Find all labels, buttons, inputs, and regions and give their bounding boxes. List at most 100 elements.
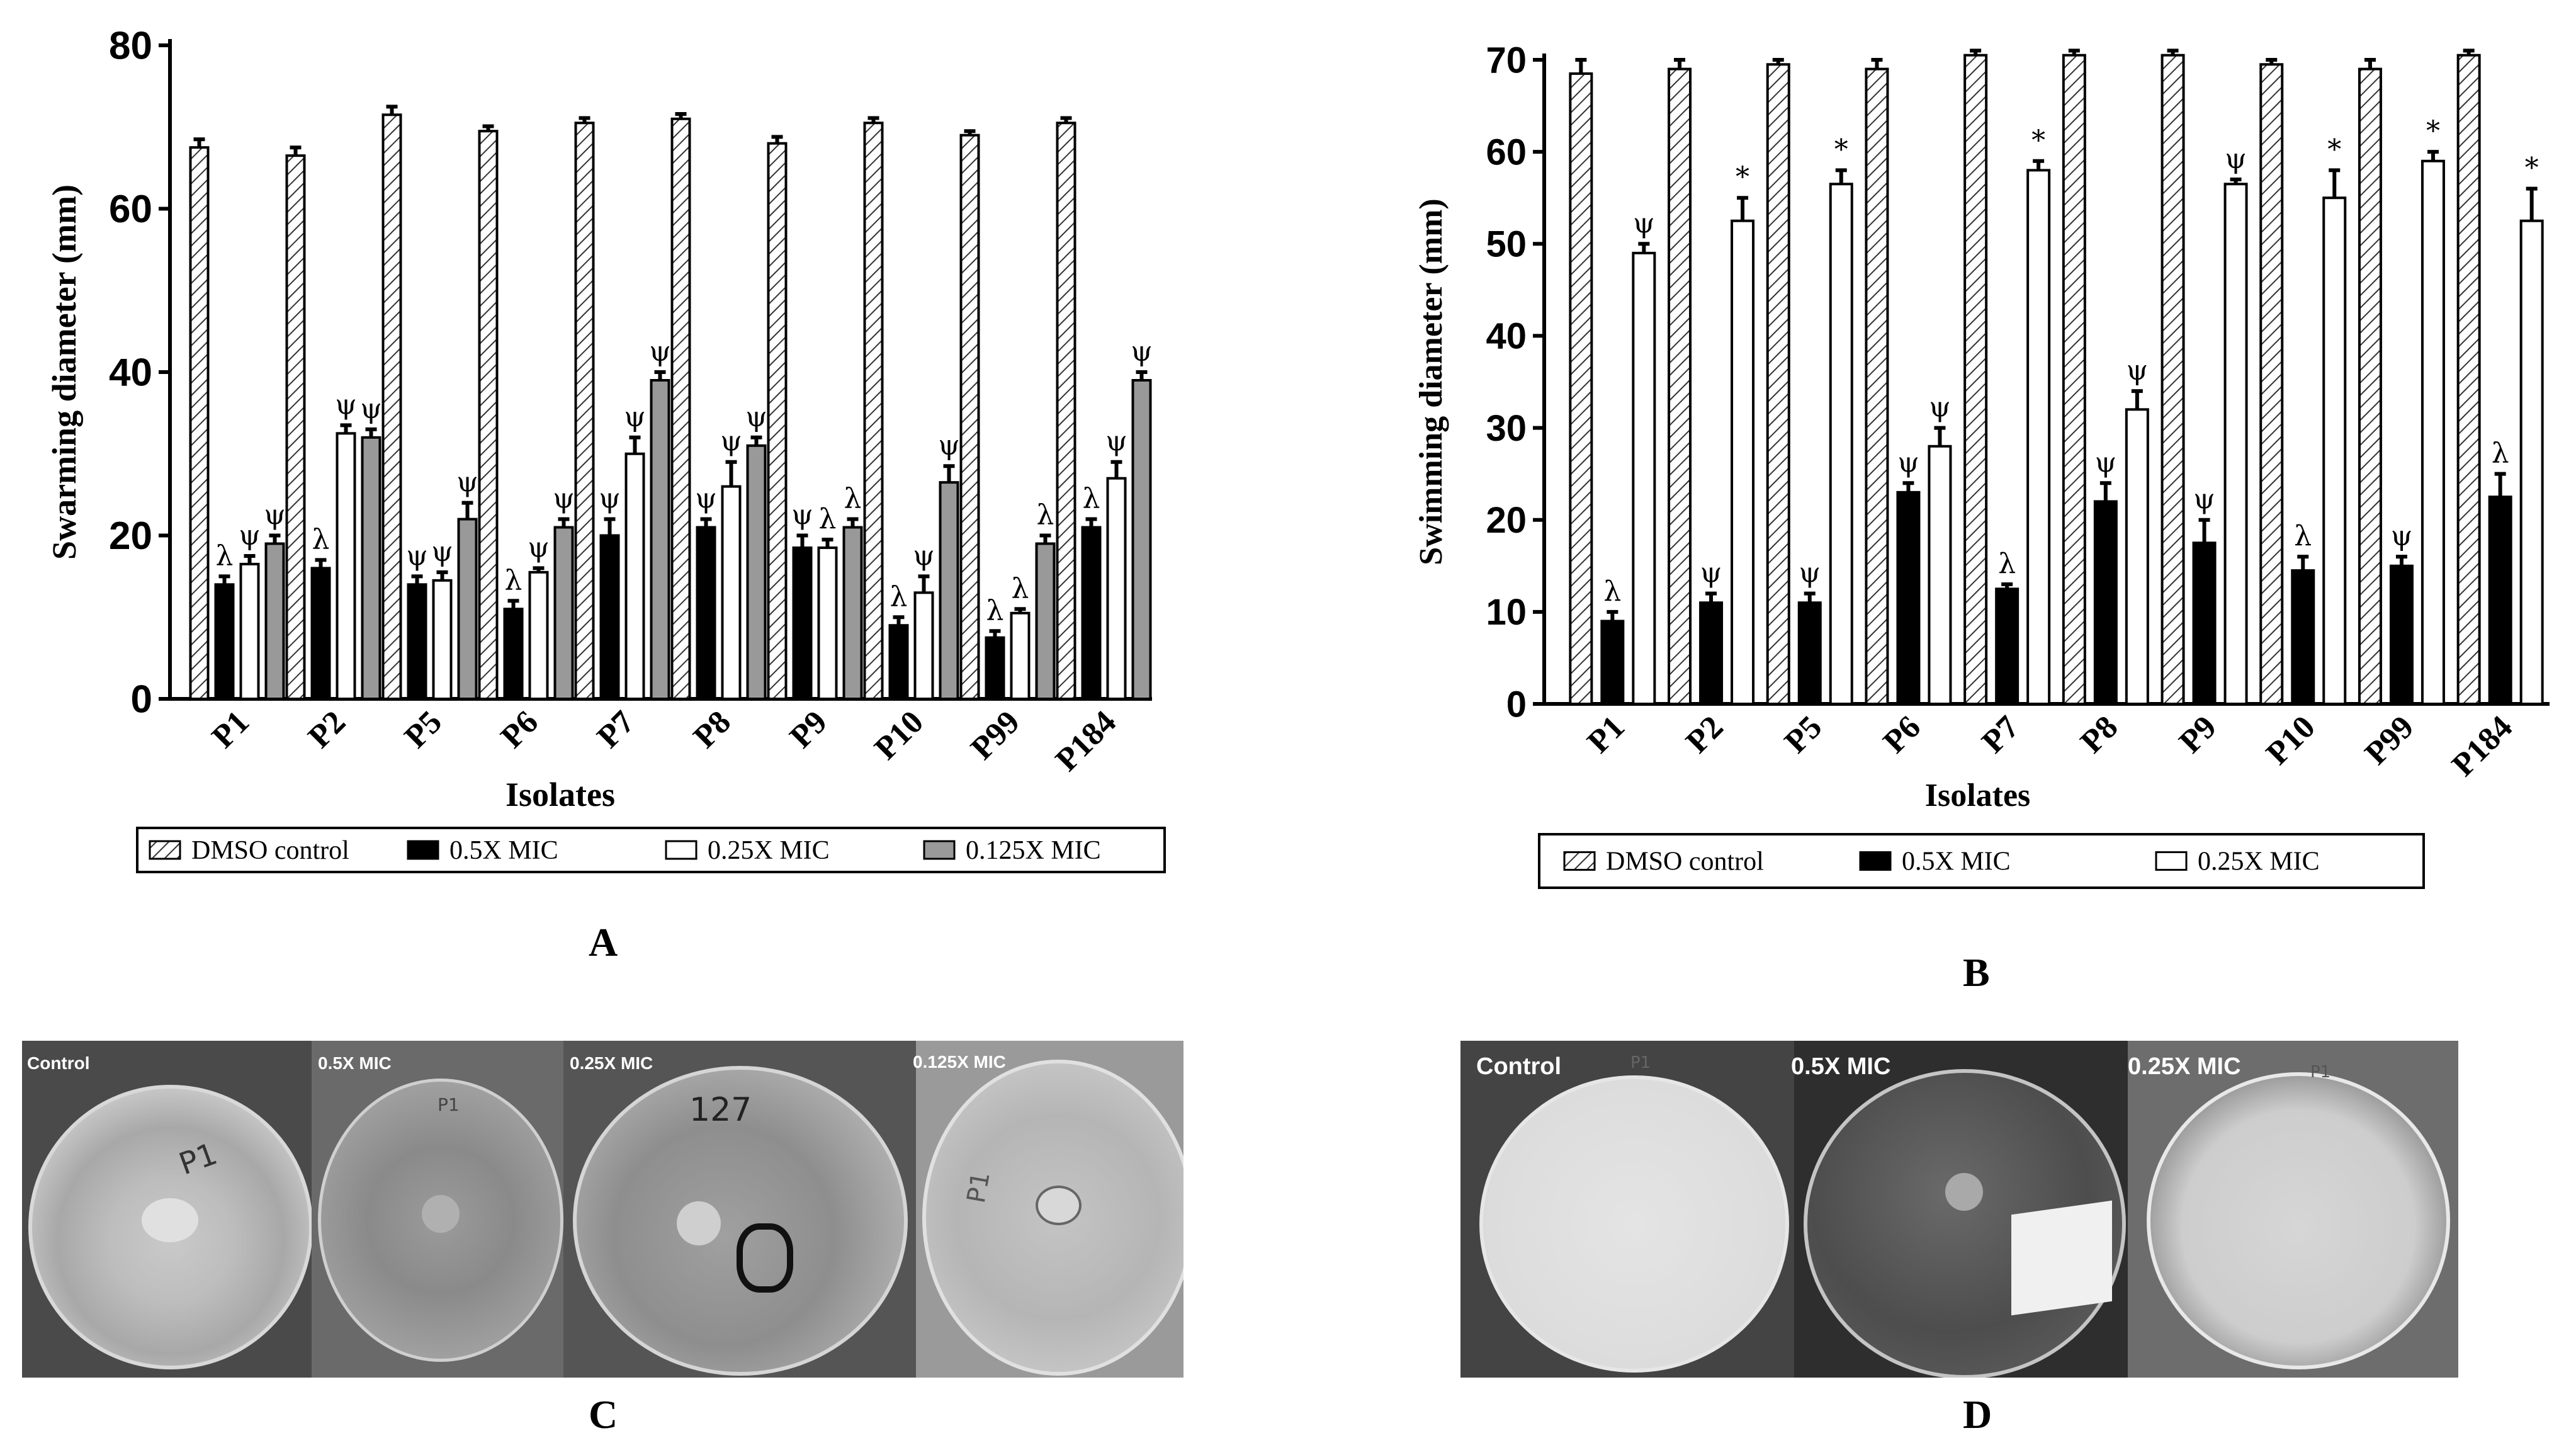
significance-mark: λ [1012,572,1029,604]
bar-black [214,583,235,700]
significance-mark: ψ [1700,557,1722,589]
significance-mark: ψ [406,540,428,572]
bar-white [1731,219,1755,705]
bar-black [2291,569,2315,705]
x-tick-label: P8 [2074,709,2125,760]
bar-black [503,608,524,701]
bar-white [1829,183,1853,705]
significance-mark: ψ [239,519,261,552]
y-tick-label: 40 [1486,316,1527,357]
x-tick-label: P5 [1778,709,1829,760]
bar-white [721,485,742,701]
handwritten-mark [737,1223,793,1293]
photo-label-0-25x-mic: 0.25X MIC [570,1053,653,1073]
significance-mark: λ [312,523,330,555]
bar-gray [1035,542,1056,700]
significance-mark: ψ [264,499,286,531]
bar-white [624,452,645,700]
bar-white [2125,408,2149,705]
significance-mark: ψ [1105,426,1127,458]
significance-mark: ψ [431,536,453,568]
x-tick-label: P6 [494,704,545,755]
legend-label: 0.25X MIC [2198,847,2320,876]
plate-mark: P1 [2310,1063,2331,1082]
y-tick-label: 40 [109,351,152,395]
bar-gray [457,518,478,700]
photo-panel-d: P1 Control 0.5X MIC P1 0.25X MIC [1460,1041,2458,1378]
significance-mark: λ [2492,438,2509,470]
bar-hatched [1569,72,1593,705]
y-tick-label: 70 [1486,40,1527,81]
bar-hatched [1668,67,1692,706]
bar-gray [264,542,285,700]
bar-gray [553,526,574,701]
bar-black [696,526,716,701]
significance-mark: λ [986,594,1004,626]
bar-hatched [2456,54,2481,705]
bar-black [1995,587,2020,705]
x-tick-label: P9 [2172,709,2223,760]
y-tick-label: 60 [109,188,152,231]
panel-label-c: C [589,1392,618,1437]
y-tick-label: 30 [1486,408,1527,449]
significance-mark: λ [1037,499,1054,531]
bar-white [1632,251,1656,705]
bar-hatched [574,122,595,700]
bar-gray [746,444,767,701]
bar-black [1896,490,1921,705]
significance-mark: λ [844,483,862,515]
x-tick-label: P184 [1049,704,1123,778]
plate-mark: P1 [961,1169,996,1206]
bar-hatched [189,146,210,700]
x-axis-title: Isolates [506,776,615,813]
significance-mark: * [2031,125,2045,157]
bar-white [2026,169,2051,706]
legend-box [1538,833,2425,889]
significance-mark: λ [819,503,837,535]
petri-dish-0-125x-mic: P1 0.125X MIC [913,1041,1183,1378]
bar-gray [1131,378,1152,700]
x-tick-label: P7 [1975,709,2026,760]
bar-hatched [2161,54,2185,705]
y-tick-label: 50 [1486,224,1527,265]
legend-swatch-gray [923,840,956,860]
significance-mark: * [1834,133,1848,166]
photo-label-0-5x-mic: 0.5X MIC [1791,1053,1891,1080]
significance-mark: ψ [791,499,813,531]
bar-black [792,546,813,701]
photo-label-control: Control [1476,1053,1562,1080]
significance-mark: ψ [553,483,575,515]
x-tick-label: P10 [867,704,930,767]
bar-hatched [767,142,788,700]
bar-white [432,579,453,700]
x-tick-label: P1 [1581,709,1632,760]
bar-hatched [381,113,402,701]
bar-hatched [2062,54,2086,705]
significance-mark: ψ [360,393,382,425]
bar-hatched [2358,67,2382,706]
significance-mark: ψ [695,483,717,515]
bar-hatched [1766,63,1790,706]
significance-mark: ψ [913,540,935,572]
bar-white [1106,477,1127,700]
x-tick-label: P2 [302,704,353,755]
bar-black [1600,620,1625,705]
bar-white [2223,183,2248,705]
petri-dish-control: P1 Control [1460,1041,1794,1378]
significance-mark: ψ [335,388,357,421]
significance-mark: * [2327,133,2341,166]
petri-dish-control: P1 Control [22,1041,313,1378]
bar-black [1797,601,1822,705]
legend-swatch-black [1859,851,1892,871]
bar-black [310,567,331,701]
y-tick-label: 10 [1486,592,1527,633]
y-axis-title: Swarming diameter (mm) [45,184,83,560]
significance-mark: λ [505,564,523,596]
bar-white [528,570,549,701]
panel-label-b: B [1963,950,1990,995]
petri-dish-0-25x-mic: P1 0.25X MIC [2128,1041,2458,1378]
legend-label: 0.5X MIC [449,836,558,865]
x-tick-label: P5 [398,704,449,755]
plate-mark: 127 [689,1091,752,1129]
significance-mark: * [2426,115,2440,147]
